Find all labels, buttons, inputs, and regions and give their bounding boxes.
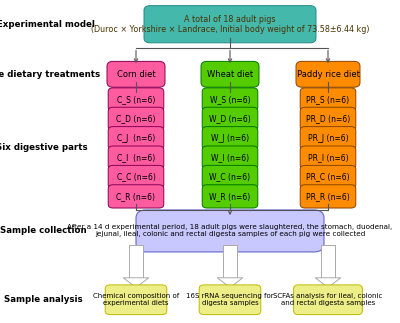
FancyBboxPatch shape (201, 61, 259, 87)
Text: W_S (n=6): W_S (n=6) (210, 95, 250, 104)
Text: PR_R (n=6): PR_R (n=6) (306, 192, 350, 201)
Text: PR_C (n=6): PR_C (n=6) (306, 172, 350, 182)
Text: SCFAs analysis for ileal, colonic
and rectal digesta samples: SCFAs analysis for ileal, colonic and re… (273, 293, 383, 306)
Text: C_J  (n=6): C_J (n=6) (117, 134, 155, 143)
FancyBboxPatch shape (300, 127, 356, 150)
FancyBboxPatch shape (202, 127, 258, 150)
FancyBboxPatch shape (202, 146, 258, 169)
Text: W_I (n=6): W_I (n=6) (211, 153, 249, 162)
Bar (321, 245, 335, 278)
FancyBboxPatch shape (199, 285, 261, 315)
FancyBboxPatch shape (108, 165, 164, 189)
Text: PR_I (n=6): PR_I (n=6) (308, 153, 348, 162)
FancyBboxPatch shape (300, 146, 356, 169)
Text: A total of 18 adult pigs
(Duroc × Yorkshire × Landrace, Initial body weight of 7: A total of 18 adult pigs (Duroc × Yorksh… (91, 15, 369, 34)
Text: PR_S (n=6): PR_S (n=6) (306, 95, 350, 104)
Text: Three dietary treatments: Three dietary treatments (0, 70, 100, 79)
Text: W_D (n=6): W_D (n=6) (209, 114, 251, 123)
Text: C_C (n=6): C_C (n=6) (116, 172, 156, 182)
Text: 16S rRNA sequencing for
digesta samples: 16S rRNA sequencing for digesta samples (186, 293, 274, 306)
FancyBboxPatch shape (108, 107, 164, 130)
Text: W_J (n=6): W_J (n=6) (211, 134, 249, 143)
Text: C_R (n=6): C_R (n=6) (116, 192, 156, 201)
Bar (129, 245, 143, 278)
Text: PR_J (n=6): PR_J (n=6) (308, 134, 348, 143)
Text: Wheat diet: Wheat diet (207, 70, 253, 79)
Polygon shape (315, 278, 341, 287)
FancyBboxPatch shape (144, 5, 316, 43)
Text: Sample collection: Sample collection (0, 226, 86, 235)
FancyBboxPatch shape (107, 61, 165, 87)
Text: Paddy rice diet: Paddy rice diet (296, 70, 360, 79)
FancyBboxPatch shape (202, 185, 258, 208)
FancyBboxPatch shape (105, 285, 167, 315)
Text: C_I  (n=6): C_I (n=6) (117, 153, 155, 162)
FancyBboxPatch shape (108, 88, 164, 111)
FancyBboxPatch shape (108, 146, 164, 169)
FancyBboxPatch shape (300, 88, 356, 111)
FancyBboxPatch shape (202, 88, 258, 111)
Text: Six digestive parts: Six digestive parts (0, 143, 88, 152)
FancyBboxPatch shape (202, 107, 258, 130)
Text: Chemical composition of
experimental diets: Chemical composition of experimental die… (93, 293, 179, 306)
Polygon shape (217, 278, 243, 287)
FancyBboxPatch shape (300, 165, 356, 189)
FancyBboxPatch shape (136, 210, 324, 252)
FancyBboxPatch shape (108, 127, 164, 150)
FancyBboxPatch shape (108, 185, 164, 208)
Text: After a 14 d experimental period, 18 adult pigs were slaughtered, the stomach, d: After a 14 d experimental period, 18 adu… (67, 224, 393, 237)
Text: Sample analysis: Sample analysis (4, 295, 82, 304)
Text: W_R (n=6): W_R (n=6) (209, 192, 251, 201)
FancyBboxPatch shape (294, 285, 362, 315)
Text: Corn diet: Corn diet (117, 70, 155, 79)
Text: Experimental model: Experimental model (0, 20, 95, 29)
FancyBboxPatch shape (296, 61, 360, 87)
Text: W_C (n=6): W_C (n=6) (210, 172, 250, 182)
FancyBboxPatch shape (202, 165, 258, 189)
Bar (223, 245, 237, 278)
Polygon shape (123, 278, 149, 287)
FancyBboxPatch shape (300, 107, 356, 130)
Text: C_D (n=6): C_D (n=6) (116, 114, 156, 123)
Text: C_S (n=6): C_S (n=6) (117, 95, 155, 104)
Text: PR_D (n=6): PR_D (n=6) (306, 114, 350, 123)
FancyBboxPatch shape (300, 185, 356, 208)
